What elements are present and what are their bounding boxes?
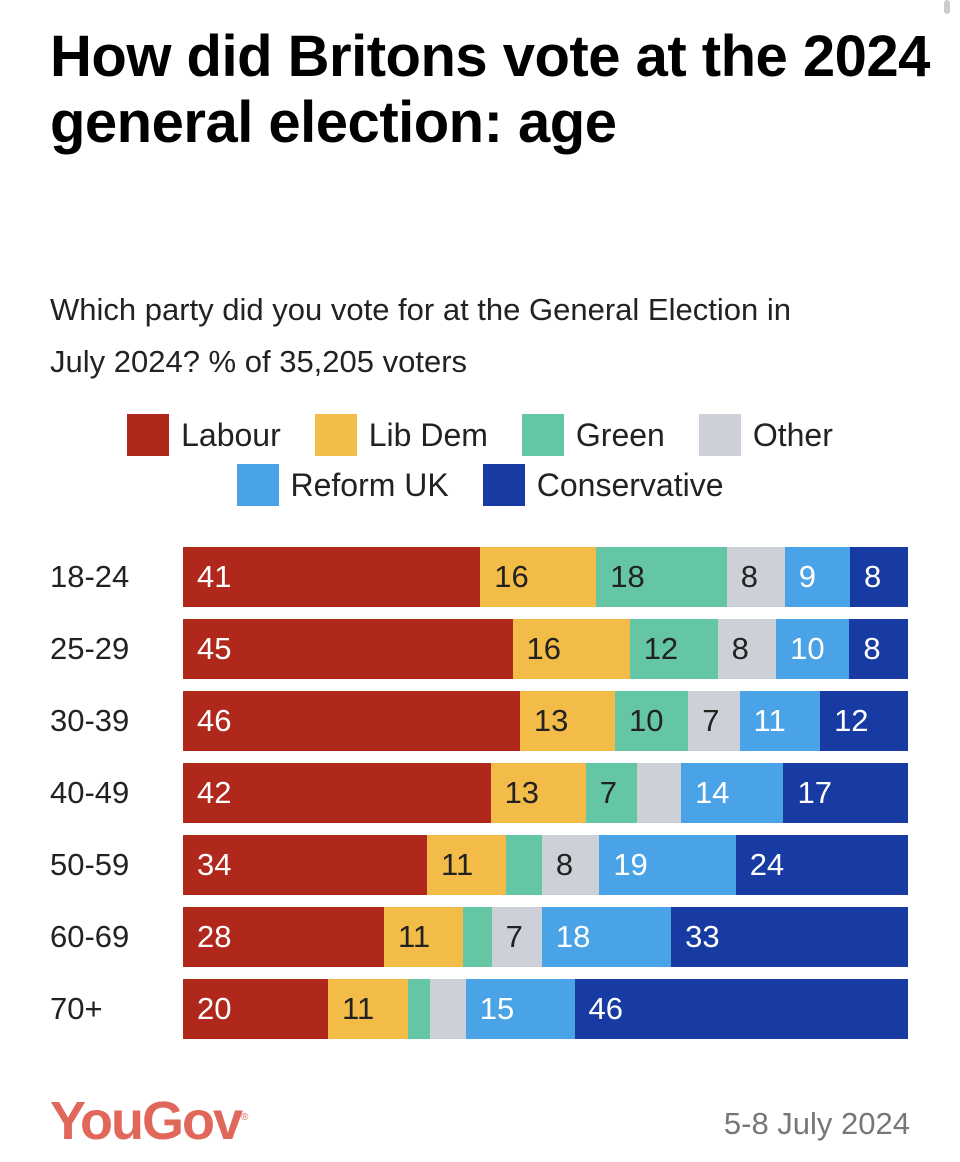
- stacked-bar: 34 11 8 19 24: [183, 835, 908, 895]
- age-label: 70+: [50, 991, 103, 1026]
- bar-segment-reform-uk: 9: [784, 547, 850, 607]
- age-label: 60-69: [50, 919, 130, 954]
- legend-label: Labour: [181, 416, 281, 453]
- legend-swatch: [314, 414, 357, 456]
- bar-segment-other: 8: [541, 835, 600, 895]
- bar-row: 25-29 45 16 12 8 10 8: [0, 619, 960, 679]
- legend-label: Green: [575, 416, 665, 453]
- bar-segment-conservative: 46: [574, 979, 908, 1039]
- bar-segment-conservative: 8: [849, 619, 908, 679]
- bar-row: 60-69 28 11 7 18 33: [0, 907, 960, 967]
- bar-segment-reform-uk: 19: [599, 835, 736, 895]
- legend-label: Lib Dem: [368, 416, 488, 453]
- legend-item: Reform UK: [236, 464, 449, 506]
- bar-segment-green: 7: [585, 763, 637, 823]
- bar-segment-labour: 42: [183, 763, 491, 823]
- legend-item: Labour: [127, 414, 281, 456]
- bar-segment-green: [462, 907, 492, 967]
- stacked-bar: 42 13 7 14 17: [183, 763, 908, 823]
- bar-row: 70+ 20 11 15 46: [0, 979, 960, 1039]
- legend-row: Reform UK Conservative: [0, 464, 960, 506]
- bar-segment-lib-dem: 11: [427, 835, 506, 895]
- bar-segment-labour: 28: [183, 907, 384, 967]
- bar-segment-conservative: 12: [820, 691, 908, 751]
- bar-segment-labour: 46: [183, 691, 520, 751]
- bar-segment-reform-uk: 14: [680, 763, 784, 823]
- stacked-bar: 46 13 10 7 11 12: [183, 691, 908, 751]
- bar-segment-lib-dem: 11: [328, 979, 408, 1039]
- stacked-bar: 28 11 7 18 33: [183, 907, 908, 967]
- chart-title: How did Britons vote at the 2024 general…: [50, 24, 930, 155]
- bar-segment-labour: 20: [183, 979, 328, 1039]
- bar-segment-lib-dem: 11: [383, 907, 463, 967]
- legend-item: Green: [521, 414, 665, 456]
- bar-row: 50-59 34 11 8 19 24: [0, 835, 960, 895]
- age-label: 18-24: [50, 559, 130, 594]
- legend-item: Lib Dem: [314, 414, 488, 456]
- legend-swatch: [521, 414, 564, 456]
- legend-swatch: [127, 414, 170, 456]
- legend-swatch: [698, 414, 741, 456]
- legend-label: Conservative: [536, 466, 724, 503]
- bar-segment-labour: 41: [183, 547, 481, 607]
- bar-segment-other: 7: [491, 907, 542, 967]
- age-label: 30-39: [50, 703, 130, 738]
- bar-segment-other: 8: [717, 619, 777, 679]
- yougov-logo: YouGov®: [50, 1091, 249, 1151]
- age-label: 25-29: [50, 631, 130, 666]
- bar-segment-green: 12: [629, 619, 718, 679]
- bar-segment-other: [429, 979, 466, 1039]
- bar-segment-labour: 45: [183, 619, 513, 679]
- bar-segment-reform-uk: 10: [776, 619, 850, 679]
- bar-segment-lib-dem: 16: [480, 547, 597, 607]
- scrollbar[interactable]: [944, 0, 950, 14]
- stacked-bar: 45 16 12 8 10 8: [183, 619, 908, 679]
- bar-segment-lib-dem: 13: [519, 691, 616, 751]
- legend-label: Other: [752, 416, 833, 453]
- legend-label: Reform UK: [290, 466, 449, 503]
- bar-segment-conservative: 24: [735, 835, 908, 895]
- bar-row: 18-24 41 16 18 8 9 8: [0, 547, 960, 607]
- bar-segment-green: 18: [596, 547, 727, 607]
- bar-segment-reform-uk: 11: [739, 691, 821, 751]
- stacked-bar: 20 11 15 46: [183, 979, 908, 1039]
- logo-text: YouGov: [50, 1091, 243, 1151]
- bar-segment-lib-dem: 13: [490, 763, 586, 823]
- bar-segment-green: [407, 979, 430, 1039]
- bar-segment-labour: 34: [183, 835, 428, 895]
- bar-segment-green: [506, 835, 542, 895]
- legend-swatch: [482, 464, 525, 506]
- bar-segment-reform-uk: 15: [465, 979, 575, 1039]
- chart-subtitle: Which party did you vote for at the Gene…: [50, 292, 791, 379]
- legend-item: Other: [698, 414, 833, 456]
- age-label: 40-49: [50, 775, 130, 810]
- bar-segment-other: 7: [688, 691, 740, 751]
- bar-segment-conservative: 33: [671, 907, 908, 967]
- stacked-bar: 41 16 18 8 9 8: [183, 547, 908, 607]
- legend-swatch: [236, 464, 279, 506]
- bar-segment-lib-dem: 16: [512, 619, 630, 679]
- bar-segment-reform-uk: 18: [541, 907, 672, 967]
- survey-date: 5-8 July 2024: [723, 1106, 910, 1141]
- legend-row: Labour Lib Dem Green Other: [0, 414, 960, 456]
- bar-segment-conservative: 8: [850, 547, 908, 607]
- bar-row: 30-39 46 13 10 7 11 12: [0, 691, 960, 751]
- bar-segment-other: [637, 763, 681, 823]
- bar-segment-conservative: 17: [783, 763, 908, 823]
- bar-segment-other: 8: [726, 547, 785, 607]
- age-label: 50-59: [50, 847, 130, 882]
- legend-item: Conservative: [482, 464, 724, 506]
- bar-segment-green: 10: [615, 691, 689, 751]
- bar-row: 40-49 42 13 7 14 17: [0, 763, 960, 823]
